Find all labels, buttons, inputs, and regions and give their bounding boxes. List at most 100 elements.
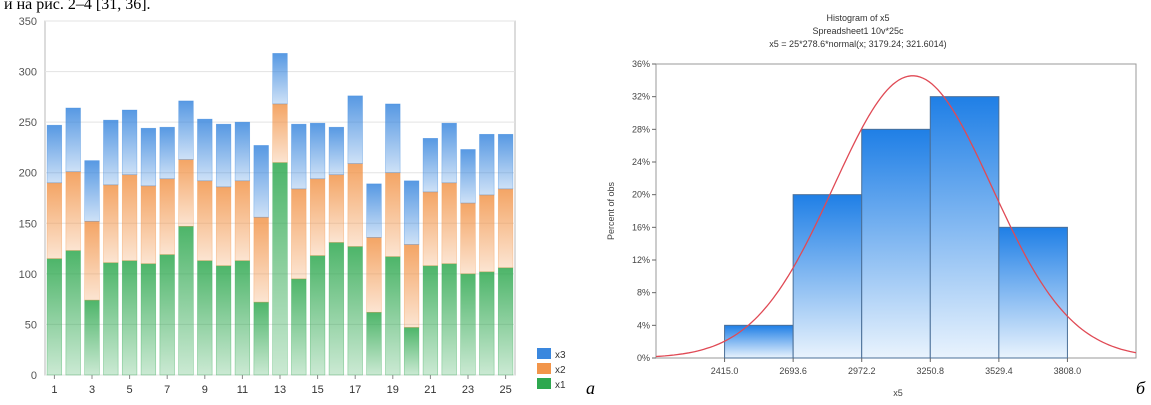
bar-x3 bbox=[291, 123, 307, 190]
bar-x3 bbox=[197, 118, 213, 182]
bar-x2 bbox=[272, 103, 288, 163]
bar-x2 bbox=[253, 216, 269, 303]
bar-x1 bbox=[403, 327, 420, 376]
histogram-title: Histogram of x5 bbox=[826, 13, 889, 23]
y-tick-label: 4% bbox=[637, 320, 650, 330]
histogram-chart: Histogram of x5 Spreadsheet1 10v*25c x5 = … bbox=[606, 13, 1137, 398]
x-tick-label: 7 bbox=[164, 384, 170, 396]
bar-x3 bbox=[479, 133, 495, 196]
histogram-bar bbox=[998, 226, 1068, 359]
bar-x1 bbox=[328, 242, 345, 376]
x-tick-label: 17 bbox=[349, 384, 361, 396]
y-tick-label: 350 bbox=[19, 16, 37, 28]
y-tick-label: 20% bbox=[632, 190, 650, 200]
y-tick-label: 0% bbox=[637, 353, 650, 363]
header-text-fragment: и на рис. 2–4 [31, 36]. bbox=[4, 0, 151, 13]
bar-x2 bbox=[159, 178, 175, 255]
bar-x3 bbox=[215, 123, 232, 188]
bar-x3 bbox=[385, 103, 401, 174]
x-tick-label: 13 bbox=[274, 384, 286, 396]
bar-x3 bbox=[497, 133, 514, 190]
histogram-bar bbox=[861, 128, 931, 359]
bar-x2 bbox=[385, 172, 401, 257]
bar-x1 bbox=[441, 263, 457, 376]
bar-x2 bbox=[197, 180, 213, 262]
x-tick-label: 9 bbox=[202, 384, 208, 396]
bar-x1 bbox=[197, 260, 213, 376]
x-tick-label: 2415.0 bbox=[711, 366, 739, 376]
bar-x3 bbox=[441, 122, 457, 184]
y-tick-label: 36% bbox=[632, 59, 650, 69]
histogram-bar bbox=[724, 324, 794, 359]
bar-x3 bbox=[366, 183, 382, 238]
bar-x2 bbox=[441, 182, 457, 265]
bar-x1 bbox=[497, 267, 514, 376]
x-tick-label: 1 bbox=[51, 384, 57, 396]
x-tick-label: 11 bbox=[237, 384, 248, 396]
x-tick-label: 21 bbox=[424, 384, 436, 396]
histogram-bar bbox=[792, 194, 863, 359]
bar-x2 bbox=[422, 191, 439, 267]
bar-x1 bbox=[272, 162, 288, 376]
bar-x2 bbox=[479, 194, 495, 273]
normal-fit-curve bbox=[655, 75, 1137, 358]
bar-x3 bbox=[46, 124, 63, 184]
bar-x3 bbox=[403, 180, 420, 245]
panel-label-a: а bbox=[586, 378, 595, 398]
bar-x2 bbox=[121, 174, 138, 262]
bar-x3 bbox=[178, 100, 194, 160]
bar-x3 bbox=[65, 107, 81, 173]
bar-x3 bbox=[309, 122, 326, 180]
bar-x2 bbox=[366, 237, 382, 313]
bar-x1 bbox=[65, 250, 81, 376]
bar-x2 bbox=[328, 174, 345, 243]
bar-x2 bbox=[347, 163, 363, 247]
legend-swatch-x2 bbox=[537, 363, 551, 374]
panel-label-b: б bbox=[1136, 378, 1146, 398]
y-tick-label: 50 bbox=[25, 319, 37, 331]
x-tick-label: 3250.8 bbox=[917, 366, 945, 376]
x-tick-label: 5 bbox=[127, 384, 133, 396]
legend-label-x1: x1 bbox=[555, 380, 566, 391]
bar-x1 bbox=[178, 226, 194, 376]
bar-x2 bbox=[309, 178, 326, 256]
bar-x3 bbox=[253, 145, 269, 218]
y-tick-label: 28% bbox=[632, 124, 650, 134]
bar-x1 bbox=[140, 263, 157, 376]
bar-x2 bbox=[103, 184, 119, 264]
bar-x3 bbox=[328, 126, 345, 176]
bar-x2 bbox=[497, 188, 514, 269]
bar-x3 bbox=[84, 160, 100, 222]
y-tick-label: 32% bbox=[632, 92, 650, 102]
bar-x1 bbox=[366, 311, 382, 376]
bar-x1 bbox=[121, 260, 138, 376]
legend-label-x2: x2 bbox=[555, 365, 566, 376]
bar-x2 bbox=[140, 185, 157, 265]
bar-x1 bbox=[84, 299, 100, 376]
bar-x1 bbox=[460, 273, 476, 376]
bar-x3 bbox=[422, 138, 439, 193]
bar-x1 bbox=[385, 256, 401, 376]
y-tick-label: 100 bbox=[19, 269, 37, 281]
bar-x1 bbox=[253, 301, 269, 376]
bar-x2 bbox=[215, 186, 232, 267]
legend-swatch-x1 bbox=[537, 378, 551, 389]
y-tick-label: 8% bbox=[637, 288, 650, 298]
bar-x1 bbox=[291, 278, 307, 376]
bar-x2 bbox=[234, 180, 251, 262]
x-tick-label: 3529.4 bbox=[985, 366, 1013, 376]
bar-x2 bbox=[403, 244, 420, 328]
histogram-bar bbox=[929, 96, 1000, 359]
y-tick-label: 0 bbox=[31, 370, 37, 382]
legend-label-x3: x3 bbox=[555, 350, 566, 361]
bar-x3 bbox=[272, 53, 288, 105]
x-axis-label: x5 bbox=[893, 388, 903, 398]
y-tick-label: 150 bbox=[19, 218, 37, 230]
bar-x3 bbox=[347, 95, 363, 164]
y-tick-label: 200 bbox=[19, 168, 37, 180]
histogram-formula: x5 = 25*278.6*normal(x; 3179.24; 321.601… bbox=[769, 39, 946, 49]
legend-swatch-x3 bbox=[537, 348, 551, 359]
x-tick-label: 15 bbox=[311, 384, 323, 396]
x-tick-label: 2693.6 bbox=[779, 366, 807, 376]
